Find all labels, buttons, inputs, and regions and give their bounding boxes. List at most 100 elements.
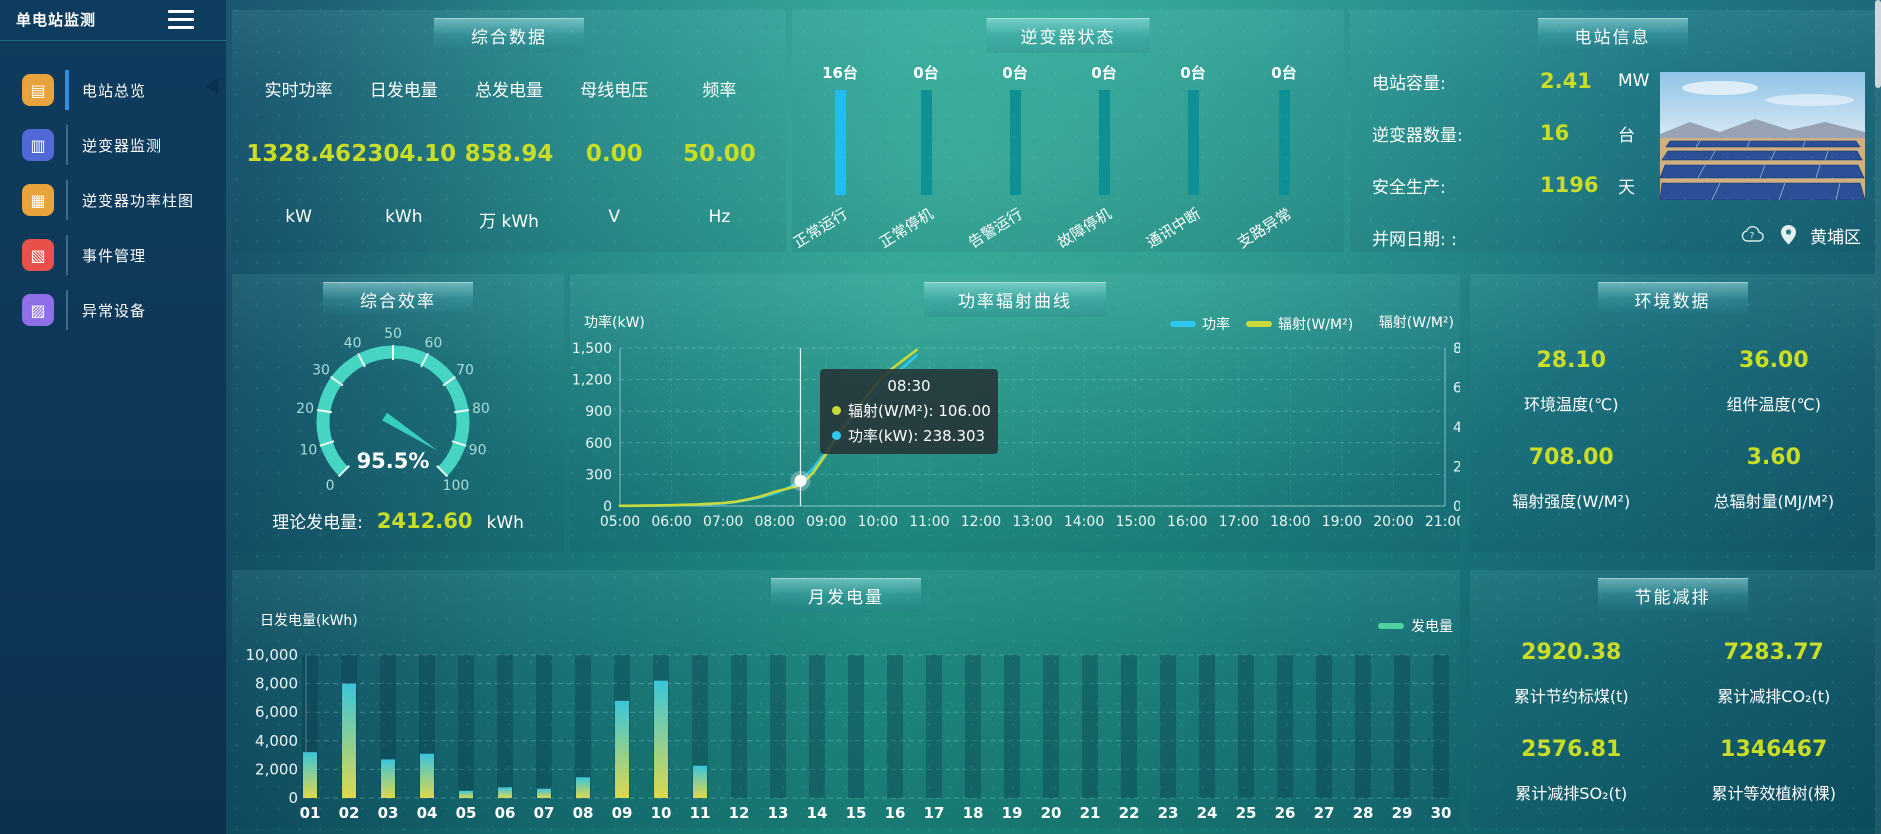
svg-text:?: ? — [1750, 232, 1755, 242]
inverter-bar-正常停机[interactable] — [920, 90, 932, 195]
sidebar-item-abnormal[interactable]: ▨ 异常设备 — [0, 288, 226, 332]
station-info-row: 电站容量: 2.41 MW — [1372, 62, 1662, 100]
stat-label: 累计减排SO₂(t) — [1515, 784, 1628, 803]
svg-text:06: 06 — [495, 804, 516, 822]
monthly-generation-chart[interactable]: 0 2,000 4,000 6,000 8,000 10,000 01 02 03 04 05 06 0… — [232, 570, 1460, 828]
svg-text:21: 21 — [1080, 804, 1101, 822]
panel-monthly-generation: 月发电量 日发电量(kWh) 发电量 0 2,000 4,000 6,000 8,000… — [232, 570, 1460, 828]
power-bars-icon: ▦ — [22, 184, 54, 216]
svg-text:2,000: 2,000 — [255, 760, 298, 778]
metric-label: 母线电压 — [580, 81, 649, 101]
svg-text:0: 0 — [288, 789, 298, 807]
metric-unit: 万 kWh — [479, 212, 539, 232]
legend-item-power[interactable]: 功率 — [1170, 314, 1230, 334]
svg-text:1,200: 1,200 — [572, 373, 612, 389]
inverter-count-告警运行: 0台 — [1002, 64, 1028, 82]
scrollbar-thumb[interactable] — [1875, 0, 1881, 88]
tooltip-lines: 辐射(W/M²): 106.00 功率(kW): 238.303 — [832, 400, 991, 446]
station-row-label: 安全生产: — [1372, 177, 1446, 198]
station-row-unit: 台 — [1618, 125, 1635, 146]
svg-text:200: 200 — [1453, 460, 1460, 476]
left-axis-name: 功率(kW) — [584, 315, 645, 331]
sidebar-divider — [0, 40, 226, 41]
legend-generation-swatch — [1378, 623, 1404, 629]
stat-value: 2920.38 — [1521, 640, 1622, 665]
stat-value: 3.60 — [1746, 445, 1801, 470]
inverter-bar-支路异常[interactable] — [1278, 90, 1290, 195]
metric-label: 日发电量 — [369, 81, 438, 101]
svg-text:01: 01 — [300, 804, 321, 822]
metric-母线电压: 母线电压 0.00 V — [562, 48, 667, 252]
overview-metrics: 实时功率 1328.46 kW 日发电量 2304.10 kWh 总发电量 858.94 万 k… — [246, 48, 772, 252]
panel-station-info: 电站信息 电站容量: 2.41 MW 逆变器数量: 16 台安全生产: 1196 天并网日期:… — [1350, 10, 1875, 252]
panel-overview-data: 综合数据 实时功率 1328.46 kW 日发电量 2304.10 kWh 总发电量 858.… — [232, 10, 786, 252]
inverter-bar-告警运行[interactable] — [1009, 90, 1021, 195]
sidebar: 单电站监测 ▤ 电站总览 ▥ 逆变器监测 ▦ 逆变器功率柱图 ▧ 事件管理 ▨ 异常设备 — [0, 0, 226, 834]
panel-energy-saving: 节能减排 2920.38 累计节约标煤(t) 7283.77 累计减排CO₂(t) 25… — [1470, 570, 1875, 828]
sidebar-item-events[interactable]: ▧ 事件管理 — [0, 233, 226, 277]
station-row-value: 1196 — [1540, 173, 1599, 197]
svg-text:15: 15 — [846, 804, 867, 822]
svg-text:0: 0 — [603, 499, 612, 515]
svg-text:600: 600 — [585, 436, 612, 452]
month-chart-legend[interactable]: 发电量 — [1378, 616, 1453, 636]
app-title: 单电站监测 — [16, 11, 97, 29]
svg-text:1,500: 1,500 — [572, 341, 612, 357]
stat-label: 累计等效植树(棵) — [1711, 784, 1837, 803]
svg-text:20: 20 — [296, 401, 314, 417]
metric-value: 858.94 — [464, 141, 554, 167]
station-district: 黄埔区 — [1810, 227, 1861, 248]
metric-label: 实时功率 — [264, 81, 333, 101]
env-stat-组件温度(℃): 36.00 组件温度(℃) — [1673, 348, 1876, 415]
svg-text:18: 18 — [963, 804, 984, 822]
line-chart-legend: 功率 辐射(W/M²) — [1170, 314, 1353, 334]
svg-text:13: 13 — [768, 804, 789, 822]
station-row-label: 逆变器数量: — [1372, 125, 1463, 146]
stat-value: 28.10 — [1536, 348, 1607, 373]
environment-stats: 28.10 环境温度(℃) 36.00 组件温度(℃) 708.00 辐射强度(W/M²)… — [1470, 348, 1875, 512]
svg-text:23: 23 — [1158, 804, 1179, 822]
svg-text:06:00: 06:00 — [651, 514, 691, 530]
inverter-category-label: 支路异常 — [1234, 204, 1295, 252]
efficiency-gauge-chart[interactable]: 0 10 20 30 40 50 60 70 80 90 100 95.5% — [232, 306, 564, 506]
inverter-status-chart[interactable]: 16台 正常运行 0台 正常停机 0台 告警运行 0台 故障停机 0台 通讯中断 0台 支路异常 — [790, 10, 1344, 252]
sidebar-item-divider — [66, 290, 68, 330]
inverter-category-label: 告警运行 — [965, 204, 1026, 252]
svg-text:12:00: 12:00 — [961, 514, 1001, 530]
stat-label: 总辐射量(MJ/M²) — [1713, 492, 1835, 511]
station-location-row: ? 黄埔区 — [1350, 222, 1861, 248]
overview-icon: ▤ — [22, 74, 54, 106]
svg-text:600: 600 — [1453, 381, 1460, 397]
page-scrollbar[interactable] — [1875, 0, 1881, 834]
station-row-label: 并网日期: : — [1372, 229, 1457, 250]
metric-频率: 频率 50.00 Hz — [667, 48, 772, 252]
stat-label: 累计减排CO₂(t) — [1717, 687, 1831, 706]
svg-text:90: 90 — [469, 443, 487, 459]
metric-unit: kW — [285, 207, 312, 227]
panel-power-radiation: 功率辐射曲线 功率(kW) 辐射(W/M²) 功率 辐射(W/M²) 05:00… — [570, 274, 1480, 552]
inverter-bar-通讯中断[interactable] — [1187, 90, 1199, 195]
panel-inverter-status: 逆变器状态 16台 正常运行 0台 正常停机 0台 告警运行 0台 故障停机 0台 通讯中断 0台支… — [790, 10, 1344, 252]
sidebar-collapse-icon[interactable] — [206, 77, 218, 95]
tooltip-line: 功率(kW): 238.303 — [832, 425, 986, 446]
legend-item-radiation[interactable]: 辐射(W/M²) — [1246, 314, 1353, 334]
stat-label: 累计节约标煤(t) — [1513, 687, 1629, 706]
sidebar-item-inverter-monitor[interactable]: ▥ 逆变器监测 — [0, 123, 226, 167]
svg-text:28: 28 — [1353, 804, 1374, 822]
inverter-bar-故障停机[interactable] — [1098, 90, 1110, 195]
sidebar-item-overview[interactable]: ▤ 电站总览 — [0, 68, 226, 112]
svg-text:10: 10 — [651, 804, 672, 822]
month-chart-ylabel: 日发电量(kWh) — [260, 613, 358, 629]
abnormal-device-icon: ▨ — [22, 294, 54, 326]
sidebar-item-inverter-power[interactable]: ▦ 逆变器功率柱图 — [0, 178, 226, 222]
svg-text:05: 05 — [456, 804, 477, 822]
theoretical-generation-value: 2412.60 — [376, 509, 473, 533]
menu-toggle-icon[interactable] — [168, 10, 194, 34]
saving-stat-累计等效植树(棵): 1346467 累计等效植树(棵) — [1673, 737, 1876, 804]
power-radiation-chart[interactable]: 05:00 06:00 07:00 08:00 09:00 10:00 11:00 12:00… — [570, 274, 1480, 552]
svg-text:10: 10 — [299, 443, 317, 459]
station-row-value: 16 — [1540, 121, 1570, 145]
svg-text:60: 60 — [424, 336, 442, 352]
event-management-icon: ▧ — [22, 239, 54, 271]
inverter-bar-正常运行[interactable] — [834, 90, 846, 195]
